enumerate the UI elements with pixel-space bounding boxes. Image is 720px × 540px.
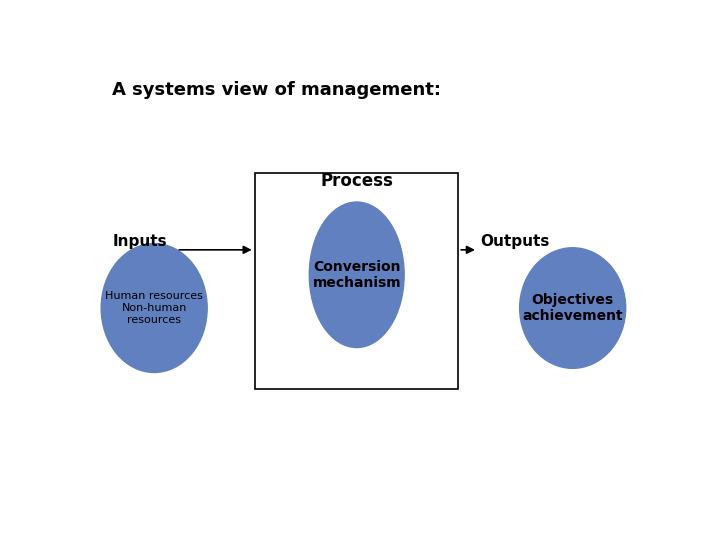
Text: A systems view of management:: A systems view of management: <box>112 82 441 99</box>
Ellipse shape <box>310 202 404 348</box>
Text: Human resources
Non-human
resources: Human resources Non-human resources <box>105 292 203 325</box>
Text: Inputs: Inputs <box>112 234 167 249</box>
FancyBboxPatch shape <box>255 173 458 389</box>
Text: Process: Process <box>320 172 393 190</box>
Ellipse shape <box>102 244 207 373</box>
Text: Conversion
mechanism: Conversion mechanism <box>312 260 401 290</box>
Ellipse shape <box>520 248 626 368</box>
Text: Outputs: Outputs <box>481 234 550 249</box>
Text: Objectives
achievement: Objectives achievement <box>522 293 623 323</box>
